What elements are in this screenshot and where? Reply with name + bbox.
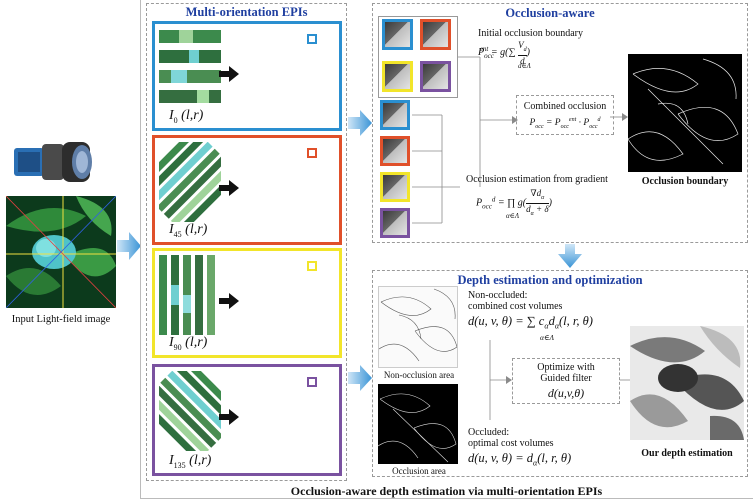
epi-box-45: I45 (l,r) <box>152 135 342 245</box>
non-occluded-label-1: Non-occluded: <box>468 290 528 301</box>
epi-label-45: I45 (l,r) <box>169 222 208 239</box>
black-right-arrow-icon <box>219 66 239 82</box>
optimize-label-2: Guided filter <box>540 373 592 384</box>
figure-caption: Occlusion-aware depth estimation via mul… <box>290 484 603 498</box>
occlusion-area-image <box>378 384 458 464</box>
tile-45 <box>420 19 451 50</box>
occlusion-frame <box>372 3 748 243</box>
grad-tile-45 <box>380 136 410 166</box>
epi-strips-135 <box>159 371 221 451</box>
non-occlusion-area-label: Non-occlusion area <box>383 370 455 380</box>
grad-tile-135 <box>380 208 410 238</box>
depth-estimation-image <box>630 326 744 440</box>
epi-box-90: I90 (l,r) <box>152 248 342 358</box>
orientation-marker-45 <box>307 148 317 158</box>
epi-label-90: I90 (l,r) <box>169 335 208 352</box>
depth-title: Depth estimation and optimization <box>457 273 643 287</box>
orientation-marker-135 <box>307 377 317 387</box>
occlusion-connectors <box>412 56 628 224</box>
orientation-marker-90 <box>307 261 317 271</box>
occlusion-to-depth-arrow-icon <box>558 244 582 273</box>
depth-estimation-label: Our depth estimation <box>641 448 733 459</box>
tile-90 <box>382 61 413 92</box>
epi-box-0: I0 (l,r) <box>152 21 342 131</box>
occlusion-boundary-label: Occlusion boundary <box>641 176 729 187</box>
combined-occlusion-box <box>516 95 614 135</box>
gradient-occlusion-label: Occlusion estimation from gradient <box>466 174 608 185</box>
occlusion-boundary-image <box>628 54 742 172</box>
non-occluded-sum-index: α∈Λ <box>540 333 555 342</box>
epi-label-135: I135 (l,r) <box>169 453 212 470</box>
occluded-label-1: Occluded: <box>468 427 510 438</box>
epi-title: Multi-orientation EPIs <box>185 5 308 19</box>
occluded-label-2: optimal cost volumes <box>468 438 554 449</box>
gradient-prod-index: α∈Λ <box>506 212 520 220</box>
epi-to-occlusion-arrow-icon <box>348 110 372 141</box>
non-occlusion-area-image <box>378 286 458 368</box>
optimize-formula: d(u,v,θ) <box>547 386 585 400</box>
epi-strips-0 <box>159 30 221 103</box>
epi-to-depth-arrow-icon <box>348 365 372 396</box>
combined-occlusion-formula: Pocc = Poccent · Poccd <box>529 117 601 131</box>
input-to-epi-arrow-icon <box>117 232 141 265</box>
initial-sum-index: d∈Λ <box>518 62 531 70</box>
epi-column-frame <box>146 3 347 481</box>
gradient-occlusion-formula: Poccd = ∏ g(∇dα dα + δ) α∈Λ <box>476 188 552 220</box>
lightfield-camera-icon <box>12 140 96 184</box>
tile-0 <box>382 19 413 50</box>
combined-occlusion-label: Combined occlusion <box>523 101 607 112</box>
epi-box-135: I135 (l,r) <box>152 364 342 476</box>
non-occluded-formula: d(u, v, θ) = ∑ cαdα(l, r, θ) <box>468 314 593 331</box>
non-occluded-label-2: combined cost volumes <box>468 301 563 312</box>
black-right-arrow-icon <box>219 180 239 196</box>
optimize-label-1: Optimize with <box>537 362 595 373</box>
grad-tile-0 <box>380 100 410 130</box>
butterfly-on-leaves-image <box>6 196 116 308</box>
epi-strips-90 <box>159 255 215 335</box>
occlusion-area-label: Occlusion area <box>392 466 446 476</box>
initial-tiles-group <box>378 16 458 98</box>
epi-strips-45 <box>159 142 221 222</box>
orientation-marker-0 <box>307 34 317 44</box>
black-right-arrow-icon <box>219 409 239 425</box>
grad-tile-90 <box>380 172 410 202</box>
occlusion-title: Occlusion-aware <box>505 6 595 20</box>
occluded-formula: d(u, v, θ) = dα(l, r, θ) <box>468 451 572 468</box>
initial-occlusion-formula: Poccent = g(∑ Vd d) d∈Λ <box>478 40 531 70</box>
epi-label-0: I0 (l,r) <box>169 108 204 125</box>
black-right-arrow-icon <box>219 293 239 309</box>
guided-filter-box <box>512 358 620 404</box>
input-image-label: Input Light-field image <box>11 314 111 325</box>
initial-occlusion-label: Initial occlusion boundary <box>478 28 583 39</box>
tile-135 <box>420 61 451 92</box>
depth-frame <box>372 270 748 477</box>
